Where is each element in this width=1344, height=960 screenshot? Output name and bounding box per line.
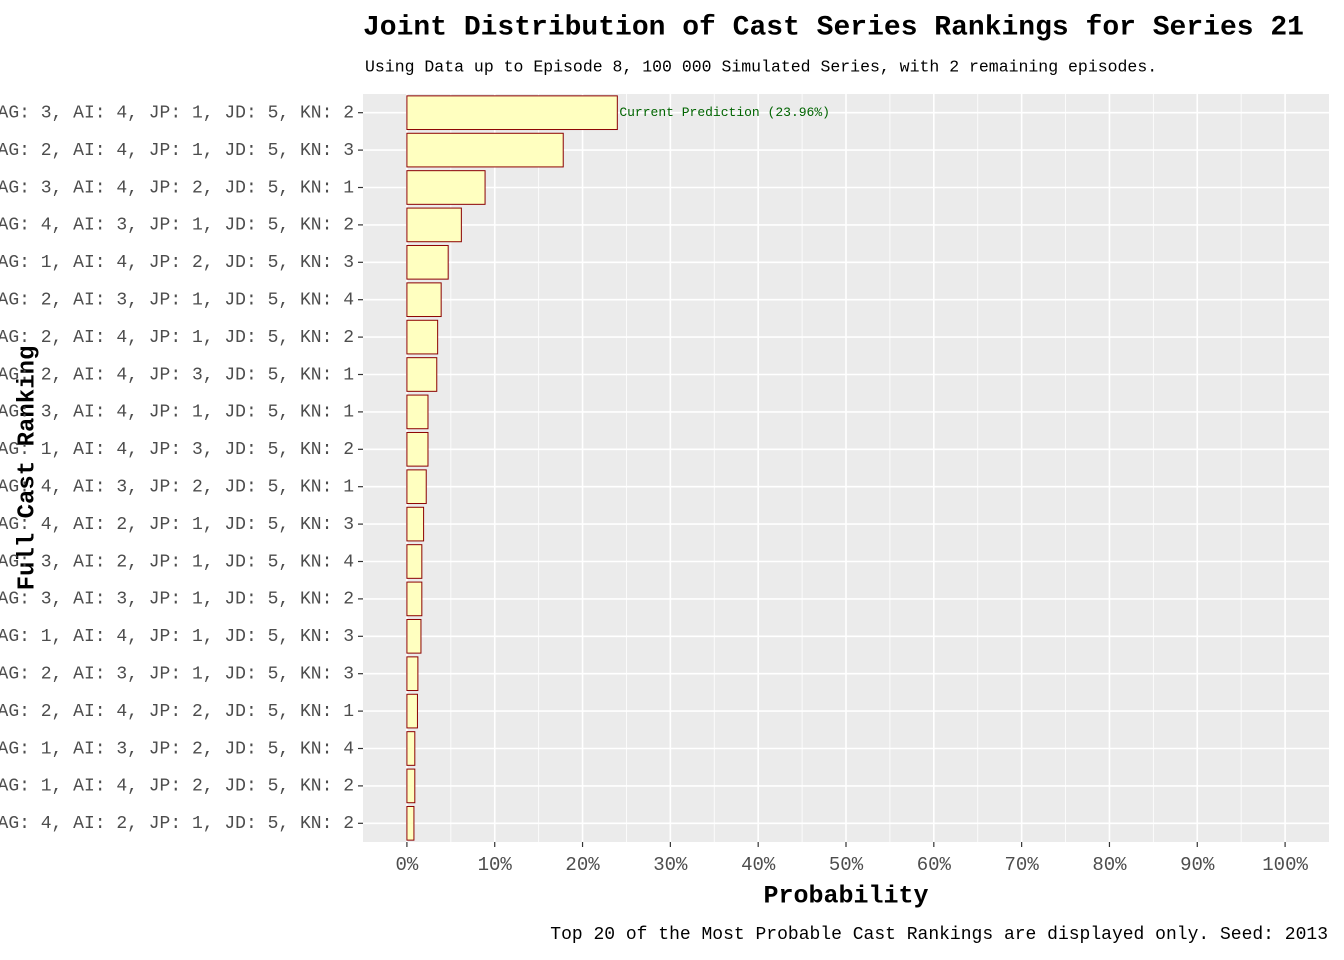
x-tick-label: 70% [1005,854,1040,876]
y-tick-label: AG: 3, AI: 3, JP: 1, JD: 5, KN: 2 [0,590,354,610]
chart-title: Joint Distribution of Cast Series Rankin… [363,12,1304,43]
y-tick-label: AG: 3, AI: 4, JP: 2, JD: 5, KN: 1 [0,178,354,198]
y-tick-label: AG: 3, AI: 2, JP: 1, JD: 5, KN: 4 [0,552,354,572]
y-tick-label: AG: 4, AI: 3, JP: 2, JD: 5, KN: 1 [0,477,354,497]
bar [406,544,423,579]
x-tick-label: 40% [741,854,776,876]
chart-subtitle: Using Data up to Episode 8, 100 000 Simu… [365,57,1157,76]
bar [406,95,618,131]
bar [406,207,462,243]
x-axis-title: Probability [763,882,928,911]
bar [406,656,419,692]
x-tick-label: 80% [1092,854,1127,876]
x-tick-label: 30% [653,854,688,876]
bar [406,618,422,654]
bar [406,170,486,205]
y-tick-label: AG: 2, AI: 4, JP: 1, JD: 5, KN: 3 [0,141,354,161]
y-tick-label: AG: 1, AI: 4, JP: 1, JD: 5, KN: 3 [0,627,354,647]
y-tick-label: AG: 2, AI: 4, JP: 1, JD: 5, KN: 2 [0,328,354,348]
bar [406,132,564,168]
x-tick-label: 50% [829,854,864,876]
bar [406,357,438,392]
y-tick-label: AG: 4, AI: 2, JP: 1, JD: 5, KN: 3 [0,515,354,535]
y-tick-label: AG: 2, AI: 4, JP: 2, JD: 5, KN: 1 [0,702,354,722]
chart-caption: Top 20 of the Most Probable Cast Ranking… [550,925,1328,945]
bar [406,506,425,542]
x-tick-label: 100% [1262,854,1308,876]
y-axis-title: Full Cast Ranking [14,346,41,591]
y-tick-label: AG: 1, AI: 3, JP: 2, JD: 5, KN: 4 [0,739,354,759]
bar [406,394,429,430]
x-tick-label: 60% [917,854,952,876]
bar [406,319,439,355]
y-tick-label: AG: 1, AI: 4, JP: 2, JD: 5, KN: 2 [0,777,354,797]
x-tick-label: 20% [565,854,600,876]
y-tick-label: AG: 1, AI: 4, JP: 2, JD: 5, KN: 3 [0,253,354,273]
y-tick-label: AG: 1, AI: 4, JP: 3, JD: 5, KN: 2 [0,440,354,460]
bar [406,431,429,467]
bar [406,805,415,841]
bar [406,581,423,617]
x-tick-label: 90% [1180,854,1215,876]
bar [406,282,442,318]
y-tick-label: AG: 2, AI: 3, JP: 1, JD: 5, KN: 4 [0,290,354,310]
y-tick-label: AG: 2, AI: 3, JP: 1, JD: 5, KN: 3 [0,664,354,684]
y-tick-label: AG: 4, AI: 3, JP: 1, JD: 5, KN: 2 [0,216,354,236]
x-tick-label: 10% [478,854,513,876]
y-tick-label: AG: 2, AI: 4, JP: 3, JD: 5, KN: 1 [0,365,354,385]
bar [406,693,418,729]
bar [406,768,416,804]
bar [406,469,427,505]
annotation: Current Prediction (23.96%) [619,105,830,120]
x-tick-label: 0% [396,854,419,876]
bar [406,244,449,280]
y-tick-label: AG: 3, AI: 4, JP: 1, JD: 5, KN: 1 [0,403,354,423]
bar [406,731,416,766]
y-tick-label: AG: 4, AI: 2, JP: 1, JD: 5, KN: 2 [0,814,354,834]
y-tick-label: AG: 3, AI: 4, JP: 1, JD: 5, KN: 2 [0,103,354,123]
